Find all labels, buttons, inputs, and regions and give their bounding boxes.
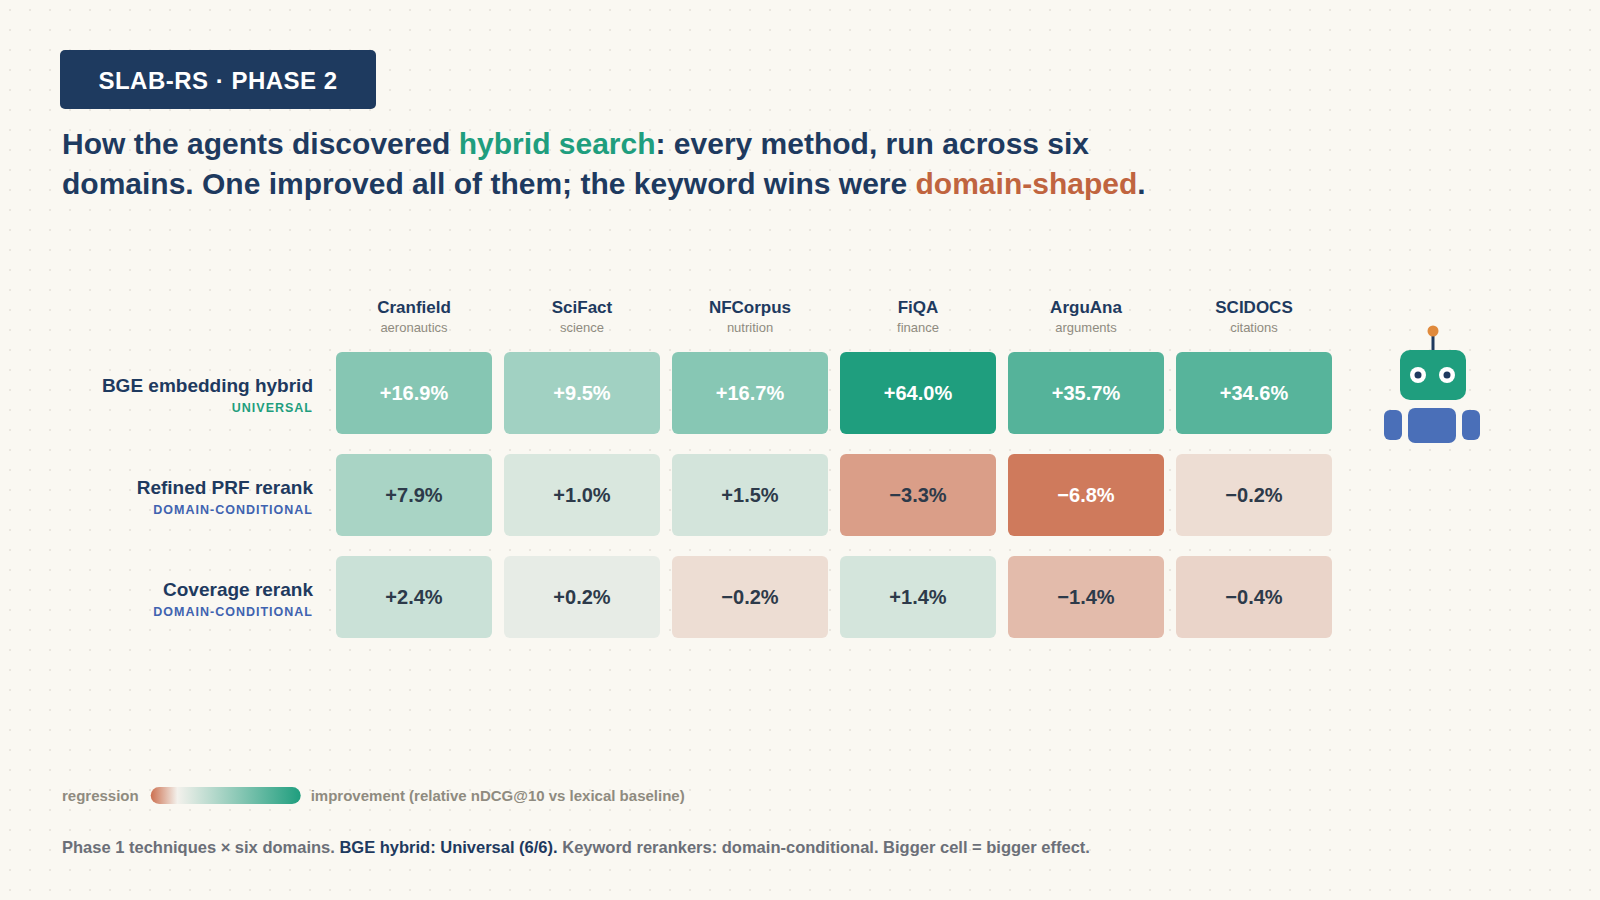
- footnote-part: Phase 1 techniques × six domains.: [62, 838, 339, 856]
- cell: [1008, 352, 1164, 434]
- background: [0, 0, 1600, 900]
- footnote-part: Keyword rerankers: domain-conditional. B…: [558, 838, 1090, 856]
- cell: [1176, 454, 1332, 536]
- column-subtitle: aeronautics: [380, 320, 448, 335]
- cell: [672, 454, 828, 536]
- row-label: Refined PRF rerank: [137, 477, 314, 498]
- robot-icon: [1384, 326, 1480, 444]
- cell-label: −0.2%: [1225, 484, 1282, 506]
- row-label: BGE embedding hybrid: [102, 375, 313, 396]
- cell: [840, 556, 996, 638]
- row-label: Coverage rerank: [163, 579, 313, 600]
- column-subtitle: nutrition: [727, 320, 773, 335]
- column-head: SCIDOCS: [1215, 298, 1292, 317]
- cell-label: +2.4%: [385, 586, 442, 608]
- cell-label: −3.3%: [889, 484, 946, 506]
- column-subtitle: citations: [1230, 320, 1278, 335]
- cell-label: −0.4%: [1225, 586, 1282, 608]
- cell: [1008, 454, 1164, 536]
- badge: [60, 50, 376, 109]
- cell: [1176, 352, 1332, 434]
- cell: [1176, 556, 1332, 638]
- cell-label: +9.5%: [553, 382, 610, 404]
- cell: [504, 454, 660, 536]
- cell: [504, 352, 660, 434]
- badge-text: SLAB-RS · PHASE 2: [98, 67, 337, 94]
- cell: [840, 352, 996, 434]
- cell-label: +1.5%: [721, 484, 778, 506]
- colorbar-high-label: improvement (relative nDCG@10 vs lexical…: [311, 787, 685, 804]
- colorbar-low-label: regression: [62, 787, 139, 804]
- column-subtitle: arguments: [1055, 320, 1117, 335]
- cell-label: −1.4%: [1057, 586, 1114, 608]
- column-head: Cranfield: [377, 298, 451, 317]
- column-subtitle: science: [560, 320, 604, 335]
- colorbar: [151, 787, 301, 804]
- column-head: FiQA: [898, 298, 939, 317]
- title: How the agents discovered hybrid search:…: [62, 124, 1192, 204]
- cell: [336, 352, 492, 434]
- cell-label: +35.7%: [1052, 382, 1121, 404]
- title-highlight: hybrid search: [459, 127, 656, 160]
- column-head: ArguAna: [1050, 298, 1122, 317]
- cell-label: −6.8%: [1057, 484, 1114, 506]
- row-tag: DOMAIN-CONDITIONAL: [153, 605, 313, 619]
- cell-label: +16.9%: [380, 382, 449, 404]
- cell-label: +1.4%: [889, 586, 946, 608]
- footnote-part: BGE hybrid: Universal (6/6).: [339, 838, 557, 856]
- cell: [1008, 556, 1164, 638]
- cell: [336, 556, 492, 638]
- title-highlight: domain-shaped: [916, 167, 1138, 200]
- cell: [672, 556, 828, 638]
- cell: [504, 556, 660, 638]
- column-subtitle: finance: [897, 320, 939, 335]
- row-tag: UNIVERSAL: [232, 401, 313, 415]
- column-head: NFCorpus: [709, 298, 791, 317]
- cell-label: +64.0%: [884, 382, 953, 404]
- cell: [840, 454, 996, 536]
- cell: [336, 454, 492, 536]
- cell-label: +0.2%: [553, 586, 610, 608]
- cell-label: −0.2%: [721, 586, 778, 608]
- cell-label: +1.0%: [553, 484, 610, 506]
- cell-label: +16.7%: [716, 382, 785, 404]
- cell-label: +7.9%: [385, 484, 442, 506]
- column-head: SciFact: [552, 298, 613, 317]
- cell-label: +34.6%: [1220, 382, 1289, 404]
- cell: [672, 352, 828, 434]
- footnote: Phase 1 techniques × six domains. BGE hy…: [62, 838, 1090, 856]
- row-tag: DOMAIN-CONDITIONAL: [153, 503, 313, 517]
